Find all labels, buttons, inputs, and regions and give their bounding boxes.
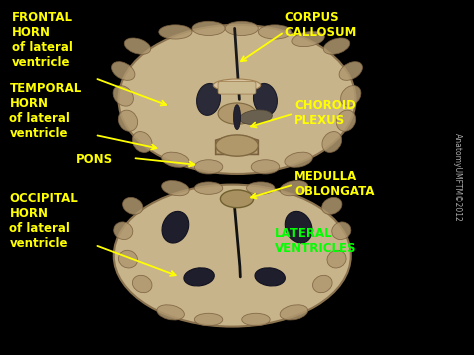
Ellipse shape — [124, 38, 151, 54]
Ellipse shape — [162, 181, 189, 196]
Ellipse shape — [118, 110, 137, 131]
Ellipse shape — [255, 268, 285, 286]
Ellipse shape — [246, 182, 275, 195]
Ellipse shape — [285, 211, 312, 243]
Text: MEDULLA
OBLONGATA: MEDULLA OBLONGATA — [294, 170, 374, 198]
Ellipse shape — [132, 275, 152, 293]
Ellipse shape — [216, 135, 258, 156]
Ellipse shape — [322, 197, 342, 214]
Ellipse shape — [322, 132, 342, 152]
Ellipse shape — [194, 160, 223, 174]
Ellipse shape — [218, 103, 256, 124]
Ellipse shape — [114, 185, 351, 327]
Ellipse shape — [162, 211, 189, 243]
Ellipse shape — [251, 160, 280, 174]
Ellipse shape — [292, 32, 324, 47]
FancyBboxPatch shape — [218, 82, 256, 94]
Ellipse shape — [194, 182, 223, 195]
Text: PONS: PONS — [76, 153, 113, 166]
Ellipse shape — [197, 83, 220, 115]
Text: CHOROID
PLEXUS: CHOROID PLEXUS — [294, 99, 356, 127]
Ellipse shape — [339, 62, 363, 80]
Text: LATERAL
VENTRICLES: LATERAL VENTRICLES — [275, 227, 356, 255]
Ellipse shape — [327, 250, 346, 268]
Ellipse shape — [239, 110, 273, 125]
Ellipse shape — [159, 25, 192, 39]
Ellipse shape — [162, 152, 189, 167]
Ellipse shape — [312, 275, 332, 293]
Ellipse shape — [194, 313, 223, 326]
Ellipse shape — [123, 197, 143, 214]
Ellipse shape — [118, 25, 356, 174]
Ellipse shape — [337, 110, 356, 131]
Ellipse shape — [258, 25, 292, 39]
Polygon shape — [216, 137, 258, 154]
Ellipse shape — [132, 132, 152, 152]
Ellipse shape — [220, 190, 254, 208]
Text: FRONTAL
HORN
of lateral
ventricle: FRONTAL HORN of lateral ventricle — [12, 11, 73, 69]
Ellipse shape — [213, 79, 261, 91]
Text: OCCIPITAL
HORN
of lateral
ventricle: OCCIPITAL HORN of lateral ventricle — [9, 192, 78, 250]
Ellipse shape — [118, 250, 137, 268]
Ellipse shape — [332, 222, 351, 240]
Text: TEMPORAL
HORN
of lateral
ventricle: TEMPORAL HORN of lateral ventricle — [9, 82, 82, 140]
Ellipse shape — [254, 83, 277, 115]
Ellipse shape — [280, 181, 308, 196]
Ellipse shape — [184, 268, 214, 286]
Ellipse shape — [192, 21, 225, 36]
Ellipse shape — [285, 152, 312, 167]
Text: AnatomyUMFTM©2012: AnatomyUMFTM©2012 — [453, 133, 462, 222]
Ellipse shape — [323, 38, 350, 54]
Text: CORPUS
CALLOSUM: CORPUS CALLOSUM — [284, 11, 357, 39]
Ellipse shape — [113, 86, 133, 106]
Ellipse shape — [114, 222, 133, 240]
Ellipse shape — [157, 305, 184, 320]
Ellipse shape — [242, 313, 270, 326]
Ellipse shape — [225, 21, 258, 36]
Ellipse shape — [341, 86, 361, 106]
Ellipse shape — [111, 62, 135, 80]
Ellipse shape — [233, 105, 240, 130]
Ellipse shape — [280, 305, 308, 320]
